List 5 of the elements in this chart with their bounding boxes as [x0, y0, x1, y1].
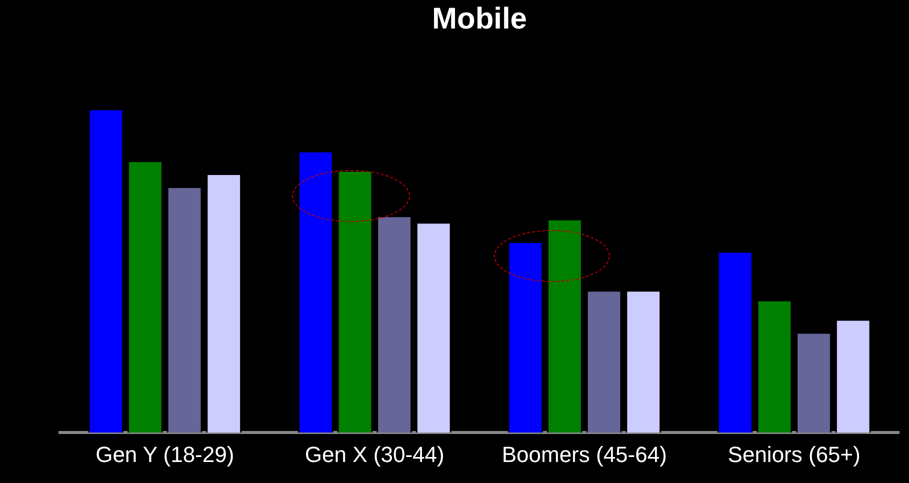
x-tick-label: Seniors (65+) [728, 442, 860, 467]
chart-title: Mobile [432, 2, 527, 36]
x-tick-label: Boomers (45-64) [502, 442, 667, 467]
x-tick-label: Gen Y (18-29) [96, 442, 234, 467]
x-tick-label: Gen X (30-44) [304, 442, 444, 467]
